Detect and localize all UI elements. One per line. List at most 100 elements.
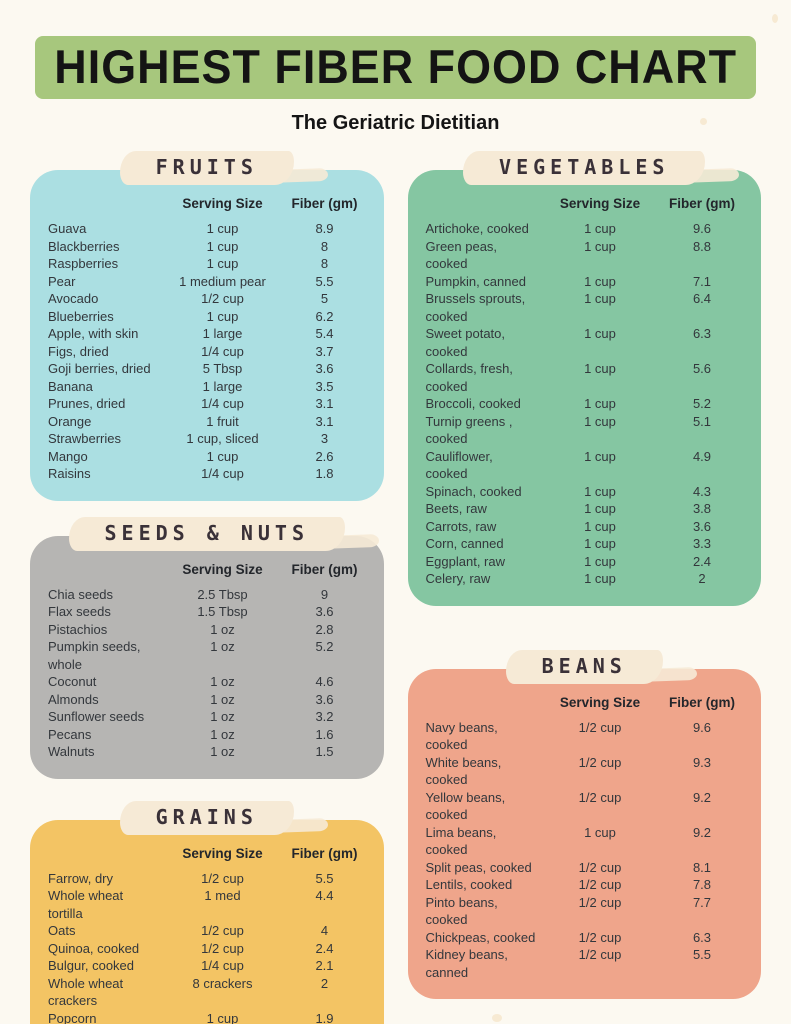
cell-serving: 1 fruit <box>206 413 239 429</box>
table-rows: Artichoke, cooked 1 cup 9.6 Green peas, coo… <box>426 220 746 588</box>
cell-name: Goji berries, dried <box>48 361 151 376</box>
cell-name: Oats <box>48 923 76 938</box>
column-header-fiber: Fiber (gm) <box>291 561 358 577</box>
cell-serving: 1 large <box>202 326 243 341</box>
column-header-fiber: Fiber (gm) <box>291 845 358 861</box>
cell-fiber: 8 <box>320 238 329 254</box>
column-header-serving-size: Serving Size <box>182 196 263 211</box>
column-header-fiber: Fiber (gm) <box>669 196 735 211</box>
cell-name: Apple, with skin <box>48 326 139 341</box>
food-section: VEGETABLES Serving Size Fiber (gm) Artic… <box>407 151 761 606</box>
cell-serving: 1/4 cup <box>201 958 244 973</box>
cell-fiber: 6.4 <box>692 291 712 306</box>
cell-serving: 8 crackers <box>192 975 253 991</box>
table-header: Serving Size Fiber (gm) <box>48 196 368 211</box>
table-row: Raspberries 1 cup 8 <box>48 255 368 273</box>
cell-serving: 1 cup <box>584 824 616 840</box>
cell-name: Spinach, cooked <box>425 483 522 499</box>
cell-fiber: 3.1 <box>315 413 334 429</box>
table-row: Raisins 1/4 cup 1.8 <box>48 465 368 483</box>
cell-fiber: 5.2 <box>692 396 712 411</box>
cell-fiber: 9 <box>320 586 329 602</box>
table-row: Whole wheat crackers 8 crackers 2 <box>48 975 368 1010</box>
column-header-serving-size: Serving Size <box>559 694 641 710</box>
food-section: GRAINS Serving Size Fiber (gm) Farrow, d… <box>30 800 384 1024</box>
table-row: Celery, raw 1 cup 2 <box>426 570 746 588</box>
cell-serving: 1/2 cup <box>578 789 622 805</box>
table-row: Bulgur, cooked 1/4 cup 2.1 <box>48 957 368 975</box>
table-row: Green peas, cooked 1 cup 8.8 <box>426 238 746 273</box>
table-row: Chickpeas, cooked 1/2 cup 6.3 <box>426 929 746 947</box>
table-row: Figs, dried 1/4 cup 3.7 <box>48 343 368 361</box>
cell-fiber: 3.5 <box>315 378 334 394</box>
cell-fiber: 1.8 <box>315 466 334 481</box>
cell-fiber: 6.3 <box>692 929 712 945</box>
table-header: Serving Size Fiber (gm) <box>48 846 368 861</box>
cell-fiber: 3.8 <box>692 501 712 516</box>
page-title: HIGHEST FIBER FOOD CHART <box>54 40 737 94</box>
cell-name: Orange <box>48 413 92 429</box>
cell-fiber: 9.6 <box>692 719 712 735</box>
cell-name: Strawberries <box>48 431 121 446</box>
cell-serving: 5 Tbsp <box>202 361 243 376</box>
cell-fiber: 9.2 <box>692 789 712 805</box>
cell-serving: 1/2 cup <box>201 923 244 938</box>
cell-name: Lentils, cooked <box>425 877 513 892</box>
cell-fiber: 5.2 <box>315 639 334 654</box>
cell-fiber: 1.6 <box>315 726 334 742</box>
table-row: Pear 1 medium pear 5.5 <box>48 273 368 291</box>
cell-fiber: 2.8 <box>315 621 334 637</box>
cell-fiber: 7.8 <box>692 877 712 892</box>
cell-name: White beans, cooked <box>425 754 502 788</box>
cell-serving: 1 large <box>202 378 243 394</box>
table-row: Guava 1 cup 8.9 <box>48 220 368 238</box>
table-row: Carrots, raw 1 cup 3.6 <box>426 518 746 536</box>
cell-serving: 1/2 cup <box>578 859 622 875</box>
cell-name: Artichoke, cooked <box>425 221 529 236</box>
cell-name: Quinoa, cooked <box>48 940 140 956</box>
column-header-fiber: Fiber (gm) <box>669 694 735 710</box>
cell-name: Cauliflower, cooked <box>425 448 493 482</box>
table-row: Broccoli, cooked 1 cup 5.2 <box>426 395 746 413</box>
cell-fiber: 3.7 <box>315 343 334 359</box>
table-row: Yellow beans, cooked 1/2 cup 9.2 <box>426 789 746 824</box>
cell-fiber: 2 <box>320 975 329 991</box>
cell-fiber: 3.6 <box>315 361 334 376</box>
cell-name: Pinto beans, cooked <box>425 894 498 928</box>
cell-serving: 1 cup <box>206 1010 239 1024</box>
table-row: Flax seeds 1.5 Tbsp 3.6 <box>48 603 368 621</box>
cell-serving: 1 cup <box>584 291 616 306</box>
section-panel: Serving Size Fiber (gm) Artichoke, cooke… <box>407 170 761 606</box>
cell-serving: 1/2 cup <box>578 929 622 945</box>
cell-fiber: 8.8 <box>692 238 712 254</box>
table-row: Pinto beans, cooked 1/2 cup 7.7 <box>426 894 746 929</box>
section-header-brush: BEANS <box>505 649 663 684</box>
cell-serving: 1.5 Tbsp <box>197 604 248 619</box>
table-row: Pecans 1 oz 1.6 <box>48 726 368 744</box>
food-section: BEANS Serving Size Fiber (gm) Navy beans… <box>407 649 761 999</box>
cell-name: Whole wheat tortilla <box>48 888 124 921</box>
cell-serving: 1/4 cup <box>201 396 244 411</box>
table-row: Cauliflower, cooked 1 cup 4.9 <box>426 448 746 483</box>
cell-name: Pear <box>48 273 76 289</box>
cell-fiber: 3.6 <box>315 604 334 619</box>
table-row: Turnip greens , cooked 1 cup 5.1 <box>426 413 746 448</box>
cell-serving: 1/4 cup <box>201 466 244 481</box>
cell-fiber: 1.9 <box>315 1010 334 1024</box>
table-row: Collards, fresh, cooked 1 cup 5.6 <box>426 360 746 395</box>
cell-fiber: 6.2 <box>315 308 334 324</box>
section-header-brush: VEGETABLES <box>463 151 706 185</box>
section-panel: Serving Size Fiber (gm) Chia seeds 2.5 Tb… <box>30 535 384 779</box>
section-header-brush: SEEDS & NUTS <box>68 516 345 551</box>
cell-name: Coconut <box>48 674 97 689</box>
cell-name: Banana <box>48 378 93 394</box>
cell-name: Prunes, dried <box>48 396 126 411</box>
table-header: Serving Size Fiber (gm) <box>426 695 746 710</box>
cell-name: Brussels sprouts, cooked <box>425 291 526 324</box>
cell-fiber: 3.3 <box>692 536 712 551</box>
cell-name: Collards, fresh, cooked <box>425 361 513 394</box>
cell-fiber: 5.6 <box>692 361 712 376</box>
cell-fiber: 2 <box>698 571 706 586</box>
table-row: Popcorn 1 cup 1.9 <box>48 1010 368 1024</box>
